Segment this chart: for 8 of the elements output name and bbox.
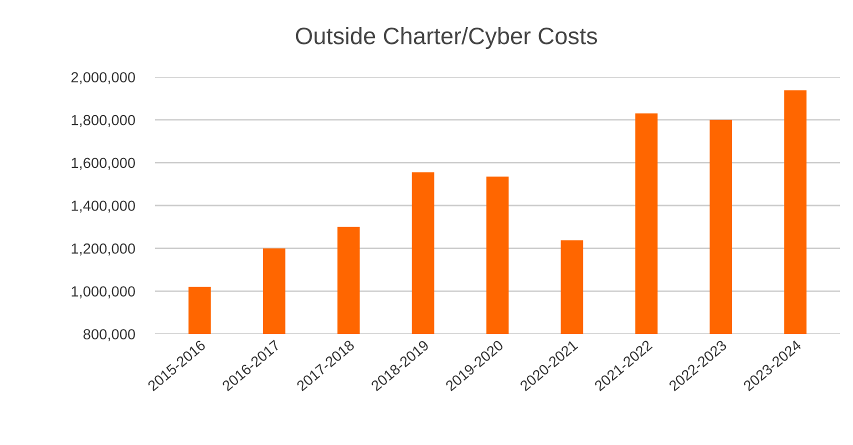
chart-title: Outside Charter/Cyber Costs — [296, 26, 598, 50]
y-tick-label: 1,200,000 — [72, 243, 135, 256]
y-tick-label: 1,600,000 — [72, 158, 135, 170]
y-tick-label: 1,400,000 — [72, 200, 135, 213]
y-tick-label: 800,000 — [83, 329, 135, 342]
y-tick-label: 1,000,000 — [72, 286, 135, 298]
y-tick-label: 2,000,000 — [71, 72, 135, 84]
y-tick-label: 1,800,000 — [72, 114, 135, 127]
